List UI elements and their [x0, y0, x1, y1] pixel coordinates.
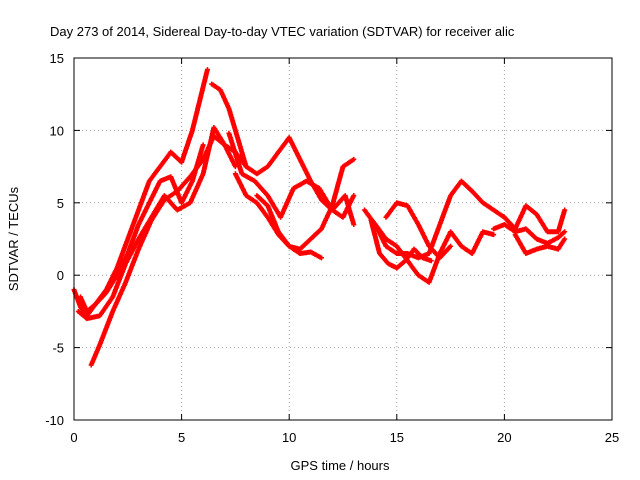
- data-point-markers: [75, 125, 238, 322]
- y-axis-ticks: -10 -5 0 5 10 15: [45, 51, 612, 428]
- data-point-markers: [491, 222, 568, 246]
- x-tick-label: 20: [497, 430, 511, 445]
- grid-lines: [74, 58, 612, 420]
- chart-title: Day 273 of 2014, Sidereal Day-to-day VTE…: [50, 24, 515, 39]
- data-point-markers: [368, 217, 434, 271]
- data-point-markers: [78, 142, 206, 314]
- series-trace-13: [501, 203, 568, 235]
- series-trace-5: [209, 81, 357, 220]
- series-trace-2: [78, 142, 206, 314]
- series-trace-3: [88, 133, 249, 368]
- data-point-markers: [501, 203, 568, 235]
- data-point-markers: [372, 222, 497, 285]
- data-point-markers: [362, 178, 507, 261]
- series-trace-15: [512, 232, 568, 256]
- data-point-markers: [88, 133, 249, 368]
- series-trace-4: [75, 125, 238, 322]
- data-point-markers: [512, 232, 568, 256]
- y-axis-label: SDTVAR / TECUs: [6, 186, 21, 291]
- data-point-markers: [383, 200, 454, 261]
- series-trace-10: [372, 222, 497, 285]
- data-point-markers: [226, 130, 357, 228]
- x-tick-label: 10: [282, 430, 296, 445]
- data-point-markers: [209, 81, 357, 220]
- y-tick-label: -10: [45, 413, 64, 428]
- plot-frame: [73, 57, 613, 421]
- series-trace-8: [254, 193, 324, 261]
- y-tick-label: 0: [57, 268, 64, 283]
- series-trace-12: [383, 200, 454, 261]
- x-axis-label: GPS time / hours: [291, 458, 390, 473]
- data-points: [71, 67, 568, 368]
- y-tick-label: 5: [57, 196, 64, 211]
- y-tick-label: 10: [50, 123, 64, 138]
- x-tick-label: 5: [178, 430, 185, 445]
- series-trace-7: [226, 130, 357, 228]
- x-tick-label: 0: [70, 430, 77, 445]
- series-trace-9: [362, 178, 507, 261]
- series-trace-14: [491, 222, 568, 246]
- x-tick-label: 15: [390, 430, 404, 445]
- series-trace-11: [368, 217, 434, 271]
- data-point-markers: [254, 193, 324, 261]
- y-tick-label: 15: [50, 51, 64, 66]
- y-tick-label: -5: [52, 341, 64, 356]
- x-axis-ticks: 0 5 10 15 20 25: [70, 58, 619, 445]
- x-tick-label: 25: [605, 430, 619, 445]
